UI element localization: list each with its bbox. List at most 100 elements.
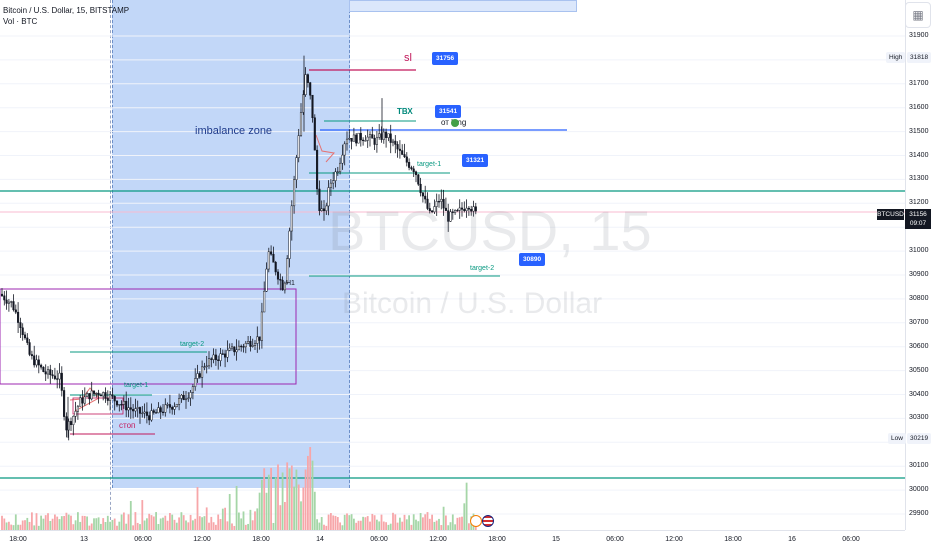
candle-body [295,157,298,180]
volume-bar [159,518,162,530]
volume-bar [212,522,215,530]
volume-bar [332,515,335,530]
time-tick-label: 18:00 [9,536,27,543]
candle-body [339,162,342,173]
volume-bar [302,487,305,530]
volume-bar [447,525,450,530]
candle-body [306,74,309,83]
volume-bar [136,522,139,530]
candle-body [58,372,61,380]
volume-bar [442,506,445,530]
candle-body [474,206,477,212]
candle-body [23,334,27,339]
candle-body [288,230,291,259]
candle-body [51,374,54,377]
price-tick-label: 31400 [909,151,929,159]
target1-price-badge[interactable]: 31321 [462,154,489,167]
volume-bar [392,512,394,530]
time-tick-label: 18:00 [488,536,506,543]
volume-bar [327,514,330,530]
volume-bar [373,515,376,530]
volume-bar [118,521,121,530]
candle-body [40,364,43,368]
grid-icon[interactable]: ▦ [905,2,931,28]
candle-body [258,336,261,341]
volume-bar [1,515,3,530]
volume-bar [97,517,100,530]
candle-body [249,341,252,347]
candle-body [276,271,280,280]
symbol-title[interactable]: Bitcoin / U.S. Dollar, 15, BITSTAMP [3,6,130,15]
volume-bar [440,525,443,530]
current-symbol-tag: BTCUSD [877,209,904,220]
volume-bar [240,518,243,530]
candle-body [304,74,307,95]
volume-bar [325,525,328,530]
volume-bar [210,516,213,530]
volume-bar [438,518,440,530]
volume-bar [215,524,217,530]
price-chart[interactable] [0,0,905,530]
volume-bar [307,455,309,530]
volume-bar [221,508,224,530]
volume-bar [146,518,148,530]
candle-body [454,209,457,213]
volume-bar [238,512,240,530]
candle-body [0,293,4,297]
candle-body [74,411,77,417]
lightning-icon[interactable] [470,515,482,527]
volume-bar [102,518,105,530]
candle-body [180,394,183,399]
time-tick-label: 06:00 [134,536,152,543]
target2-left-label: target-2 [180,341,205,348]
volume-bar [366,516,369,530]
us-flag-icon[interactable] [482,515,494,527]
volume-bar [445,515,447,530]
volume-bar [125,523,128,530]
volume-bar [233,525,236,530]
target2-price-badge[interactable]: 30890 [519,253,546,266]
volume-bar [74,520,77,530]
volume-bar [44,515,47,530]
volume-bar [435,520,438,530]
candle-body [21,327,24,336]
candle-body [412,168,415,173]
volume-bar [8,521,10,530]
volume-bar [458,517,461,530]
candle-body [12,301,15,311]
time-tick-label: 14 [316,536,324,543]
candle-body [458,207,461,211]
price-tick-label: 30800 [909,294,929,302]
volume-indicator-label[interactable]: Vol · BTC [3,17,38,26]
candle-body [378,133,381,138]
top-highlight-box [349,0,577,12]
volume-bar [228,493,231,530]
volume-bar [21,520,24,530]
candle-body [5,299,8,304]
candle-body [171,407,174,410]
volume-bar [417,521,420,530]
volume-bar [364,517,367,530]
candle-body [95,392,98,395]
candle-body [157,407,160,414]
volume-bar [465,482,468,530]
volume-bar [33,525,36,530]
candle-body [201,366,204,378]
candle-body [414,171,418,176]
time-axis[interactable] [0,530,905,550]
tbx-price-badge[interactable]: 31541 [435,105,462,118]
volume-bar [355,522,358,530]
candle-body [389,133,392,143]
candle-body [83,396,86,404]
volume-bar [169,513,171,530]
candle-body [37,359,40,366]
candle-body [327,187,330,207]
volume-bar [24,520,26,530]
candle-body [118,404,121,406]
volume-bar [203,516,206,530]
candle-body [332,180,335,184]
candle-body [65,416,68,431]
sl-price-badge[interactable]: 31756 [432,52,459,65]
candle-body [191,386,194,393]
